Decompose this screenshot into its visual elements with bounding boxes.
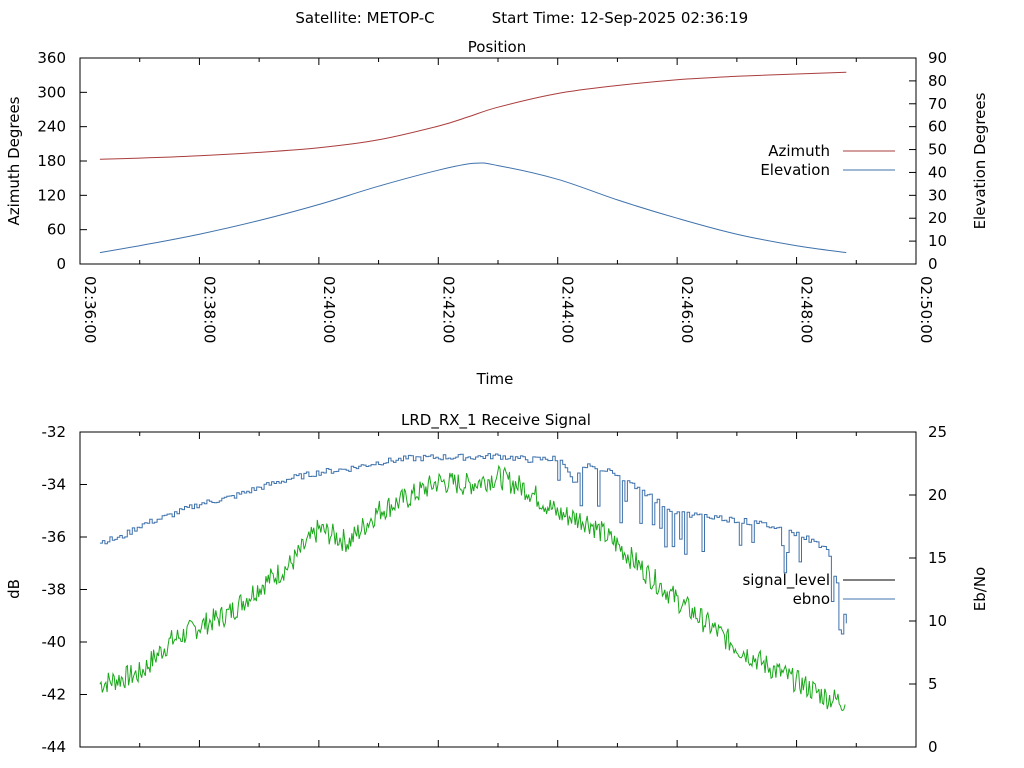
signal-y-tick-label: -40	[42, 633, 67, 651]
signal-y2-tick-label: 0	[928, 738, 938, 756]
legend-ebno-label: ebno	[793, 590, 830, 608]
signal-legend: signal_level ebno	[742, 571, 895, 608]
position-y2-tick-label: 30	[928, 186, 947, 204]
signal-y-ticks: -44 -42 -40 -38 -36 -34 -32	[42, 423, 87, 756]
start-time-label: Start Time: 12-Sep-2025 02:36:19	[492, 9, 748, 27]
position-y-tick-label: 120	[37, 186, 66, 204]
signal-plot-frame	[79, 431, 917, 748]
signal-y2-tick-label: 20	[928, 486, 947, 504]
signal-y2-tick-label: 25	[928, 423, 947, 441]
azimuth-line	[99, 71, 847, 160]
position-series	[99, 71, 847, 254]
position-y-axis-label: Azimuth Degrees	[5, 96, 23, 225]
position-y2-axis-label: Elevation Degrees	[971, 92, 989, 229]
signal-y-tick-label: -36	[42, 528, 67, 546]
legend-elevation-label: Elevation	[760, 161, 830, 179]
position-y2-tick-label: 50	[928, 141, 947, 159]
signal-y2-tick-label: 10	[928, 612, 947, 630]
position-y-tick-label: 360	[37, 49, 66, 67]
signal-y2-ticks: 0 5 10 15 20 25	[909, 423, 947, 756]
legend-signal-level-label: signal_level	[742, 571, 830, 590]
position-y2-ticks: 0 10 20 30 40 50 60 70 80 90	[909, 49, 947, 273]
position-y-tick-label: 300	[37, 83, 66, 101]
signal-chart: LRD_RX_1 Receive Signal dB Eb/No -44-42-…	[5, 411, 989, 756]
position-x-tick-label: 02:50:00	[917, 276, 935, 343]
signal-y-tick-label: -34	[42, 476, 67, 494]
signal-y-tick-label: -38	[42, 581, 67, 599]
signal-y2-tick-label: 15	[928, 549, 947, 567]
position-x-ticks: 02:36:00 02:38:00 02:40:00 02:42:00 02:44:00…	[79, 58, 935, 343]
position-x-tick-label: 02:48:00	[798, 276, 816, 343]
position-x-tick-label: 02:36:00	[81, 276, 99, 343]
signal-y-tick-label: -44	[42, 738, 67, 756]
signal-level-line	[99, 464, 846, 712]
signal-y-tick-label: -32	[42, 423, 67, 441]
position-y2-tick-label: 80	[928, 72, 947, 90]
position-y-tick-label: 180	[37, 152, 66, 170]
position-y-tick-label: 0	[56, 255, 66, 273]
position-x-tick-label: 02:38:00	[200, 276, 218, 343]
position-y2-tick-label: 70	[928, 95, 947, 113]
signal-y2-tick-label: 5	[928, 675, 938, 693]
position-x-tick-label: 02:42:00	[439, 276, 457, 343]
position-y2-tick-label: 40	[928, 163, 947, 181]
position-y-tick-label: 60	[47, 221, 66, 239]
position-y2-tick-label: 10	[928, 232, 947, 250]
elevation-line	[99, 162, 847, 254]
legend-azimuth-label: Azimuth	[768, 142, 830, 160]
position-x-tick-label: 02:44:00	[559, 276, 577, 343]
position-y-tick-label: 240	[37, 118, 66, 136]
position-y2-tick-label: 90	[928, 49, 947, 67]
signal-y2-axis-label: Eb/No	[971, 567, 989, 611]
position-x-axis-label: Time	[476, 370, 514, 388]
signal-y-tick-label: -42	[42, 686, 67, 704]
position-legend: Azimuth Elevation	[760, 142, 895, 179]
signal-series	[99, 453, 847, 712]
position-x-tick-label: 02:40:00	[320, 276, 338, 343]
signal-x-ticks	[79, 432, 917, 747]
signal-y-axis-label: dB	[5, 579, 23, 599]
position-y2-tick-label: 0	[928, 255, 938, 273]
position-chart: Position Azimuth Degrees Elevation Degre…	[5, 38, 989, 388]
position-y2-tick-label: 20	[928, 209, 947, 227]
position-x-tick-label: 02:46:00	[678, 276, 696, 343]
position-y2-tick-label: 60	[928, 118, 947, 136]
position-chart-title: Position	[468, 38, 526, 56]
ebno-line	[99, 453, 847, 635]
position-y-ticks: 0 60 120 180 240 300 360	[37, 49, 87, 273]
signal-chart-title: LRD_RX_1 Receive Signal	[401, 411, 591, 430]
satellite-label: Satellite: METOP-C	[295, 9, 434, 27]
